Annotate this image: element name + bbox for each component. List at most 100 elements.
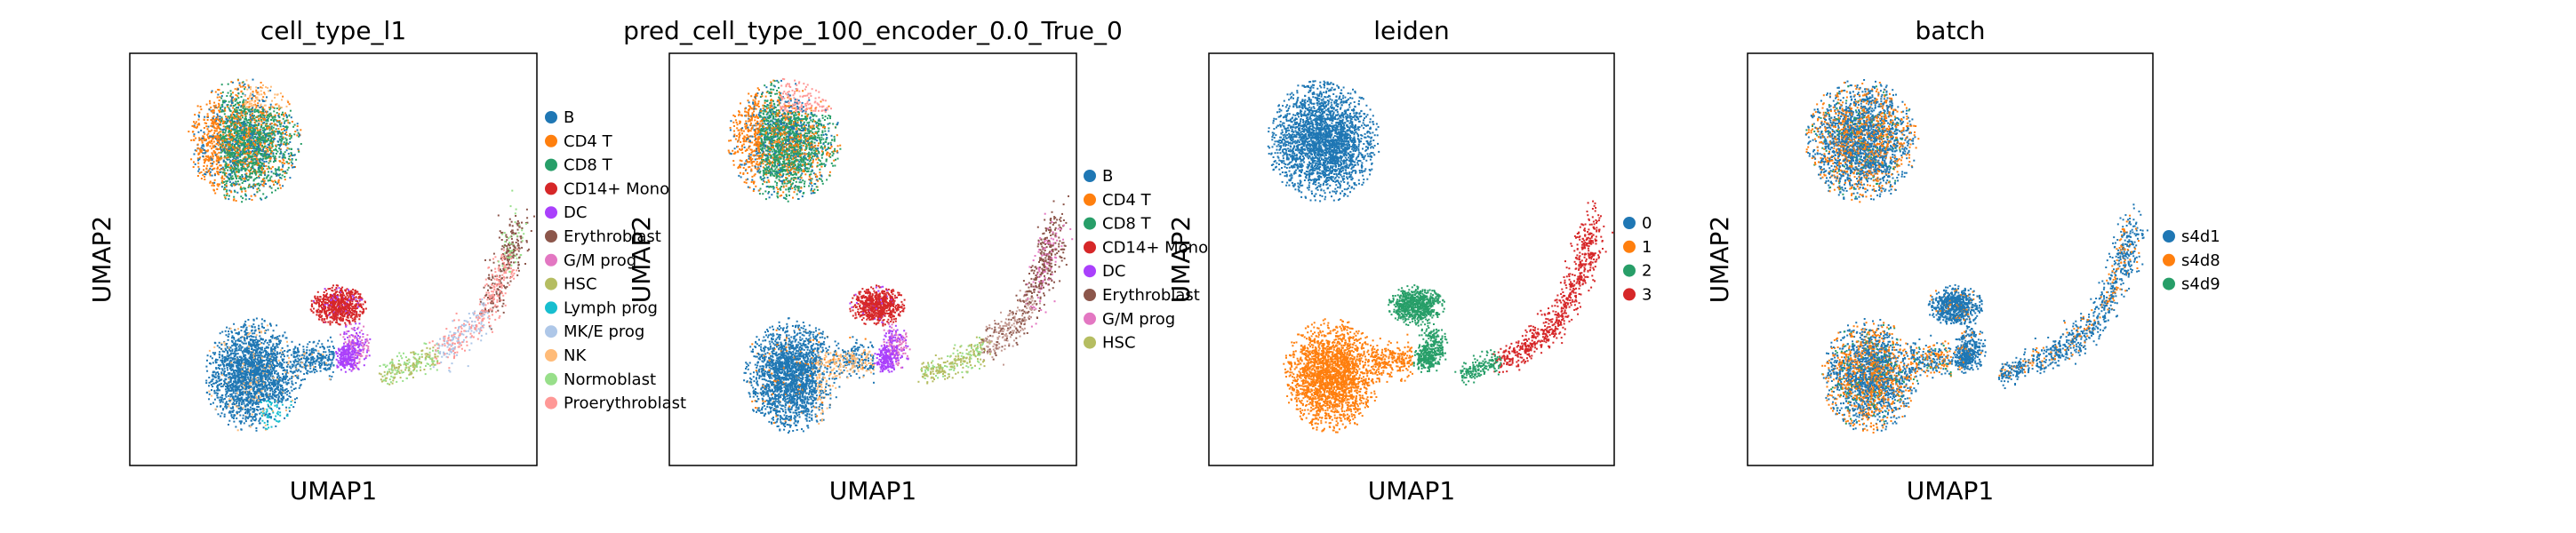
point [282,171,284,173]
point [247,152,250,155]
point [244,160,247,163]
point [265,385,268,387]
point [248,387,251,390]
point [231,102,233,105]
point [223,194,226,196]
point [242,125,244,128]
point [284,151,286,154]
point [262,163,265,165]
point [209,181,212,184]
point [248,183,251,186]
point [237,349,240,352]
point [244,168,247,171]
point [296,134,299,137]
point [269,381,272,384]
point [231,345,234,347]
point [246,112,248,115]
point [244,95,246,97]
point [249,119,252,122]
point [215,163,218,165]
point [230,164,232,167]
point [260,114,262,116]
point [201,145,204,147]
point [255,161,257,163]
point [261,135,264,138]
point [256,406,259,408]
point [219,171,221,173]
point [252,360,254,362]
point [268,146,270,148]
point [236,183,238,186]
point [244,412,246,415]
point [226,354,228,357]
point [207,160,210,163]
point [220,181,223,184]
point [264,374,267,377]
point [223,151,226,154]
point [251,147,253,149]
point [236,140,239,143]
point [223,171,226,174]
point [258,171,260,173]
point [236,137,238,139]
point [284,370,287,373]
point [260,149,262,152]
point [253,143,256,146]
point [278,116,281,119]
point [236,113,238,115]
point [269,85,272,88]
point [284,154,285,156]
point [223,188,226,191]
point [254,127,257,129]
point [235,346,237,348]
point [277,174,280,177]
point [276,402,279,404]
point [216,380,219,383]
point [257,119,260,122]
point [297,357,300,360]
point [246,154,249,156]
point [285,409,287,411]
point [281,399,284,402]
point [196,143,199,146]
point [252,353,255,355]
point [263,139,266,141]
point [205,171,208,173]
point [291,340,293,343]
point [279,144,282,146]
point [268,125,270,128]
point [251,329,253,331]
point [230,378,233,379]
point [233,338,236,340]
point [226,189,228,192]
point [241,403,243,406]
point [263,181,265,184]
point [253,125,256,128]
point [268,113,270,115]
point [273,120,276,123]
point [270,115,272,116]
point [227,176,229,179]
point [239,137,242,139]
point [276,124,279,127]
point [276,361,278,363]
point [221,362,224,364]
point [223,341,226,344]
point [255,110,258,113]
point [240,330,243,332]
point [234,99,236,102]
point [222,133,225,136]
point [213,398,216,401]
point [261,386,264,388]
point [268,145,271,147]
point [252,105,254,107]
point [286,345,289,347]
point [292,166,294,169]
point [266,96,268,99]
point [210,162,212,164]
point [223,155,226,157]
point [264,157,267,160]
point [219,183,220,186]
point [219,115,221,118]
point [252,383,254,386]
